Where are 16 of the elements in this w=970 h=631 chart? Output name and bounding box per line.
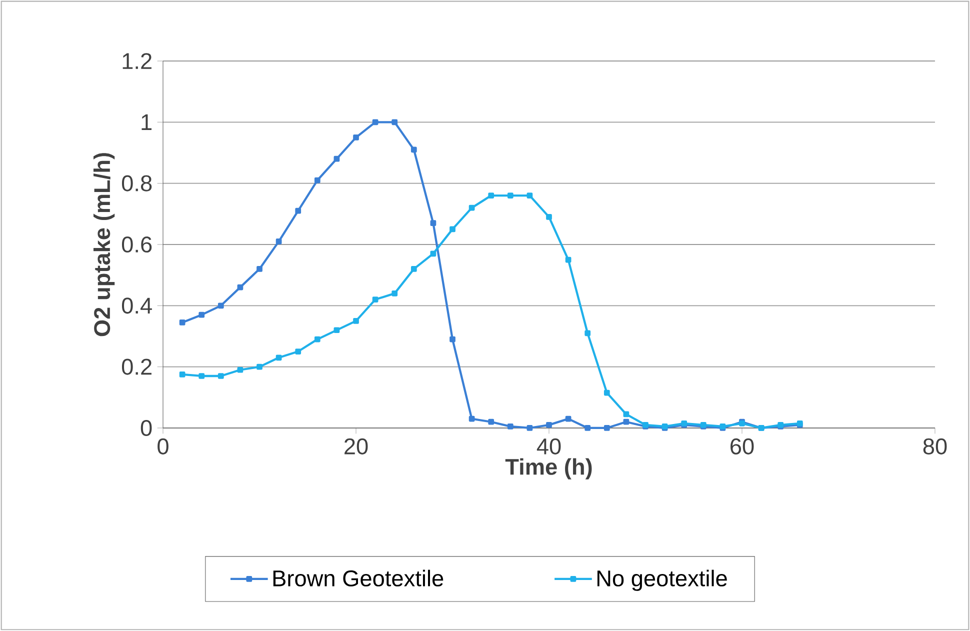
y-tick-label: 0.8 [122, 175, 152, 192]
x-tick-label: 40 [536, 438, 561, 454]
y-tick-label: 0.6 [122, 236, 152, 253]
y-tick-label: 1 [142, 114, 152, 130]
y-tick-label: 0.2 [122, 358, 152, 375]
y-tick-label: 1.2 [122, 53, 152, 69]
x-tick-label: 60 [730, 438, 754, 454]
y-tick-label: 0 [140, 420, 152, 436]
x-tick-label: 80 [923, 438, 947, 454]
x-tick-label: 20 [344, 438, 368, 454]
x-tick-label: 0 [158, 438, 168, 454]
y-axis-title: O2 uptake (mL/h) [93, 153, 115, 336]
x-axis-title: Time (h) [505, 458, 592, 480]
legend-label: No geotextile [597, 570, 727, 591]
y-tick-label: 0.4 [122, 298, 152, 314]
legend-label: Brown Geotextile [273, 570, 444, 586]
